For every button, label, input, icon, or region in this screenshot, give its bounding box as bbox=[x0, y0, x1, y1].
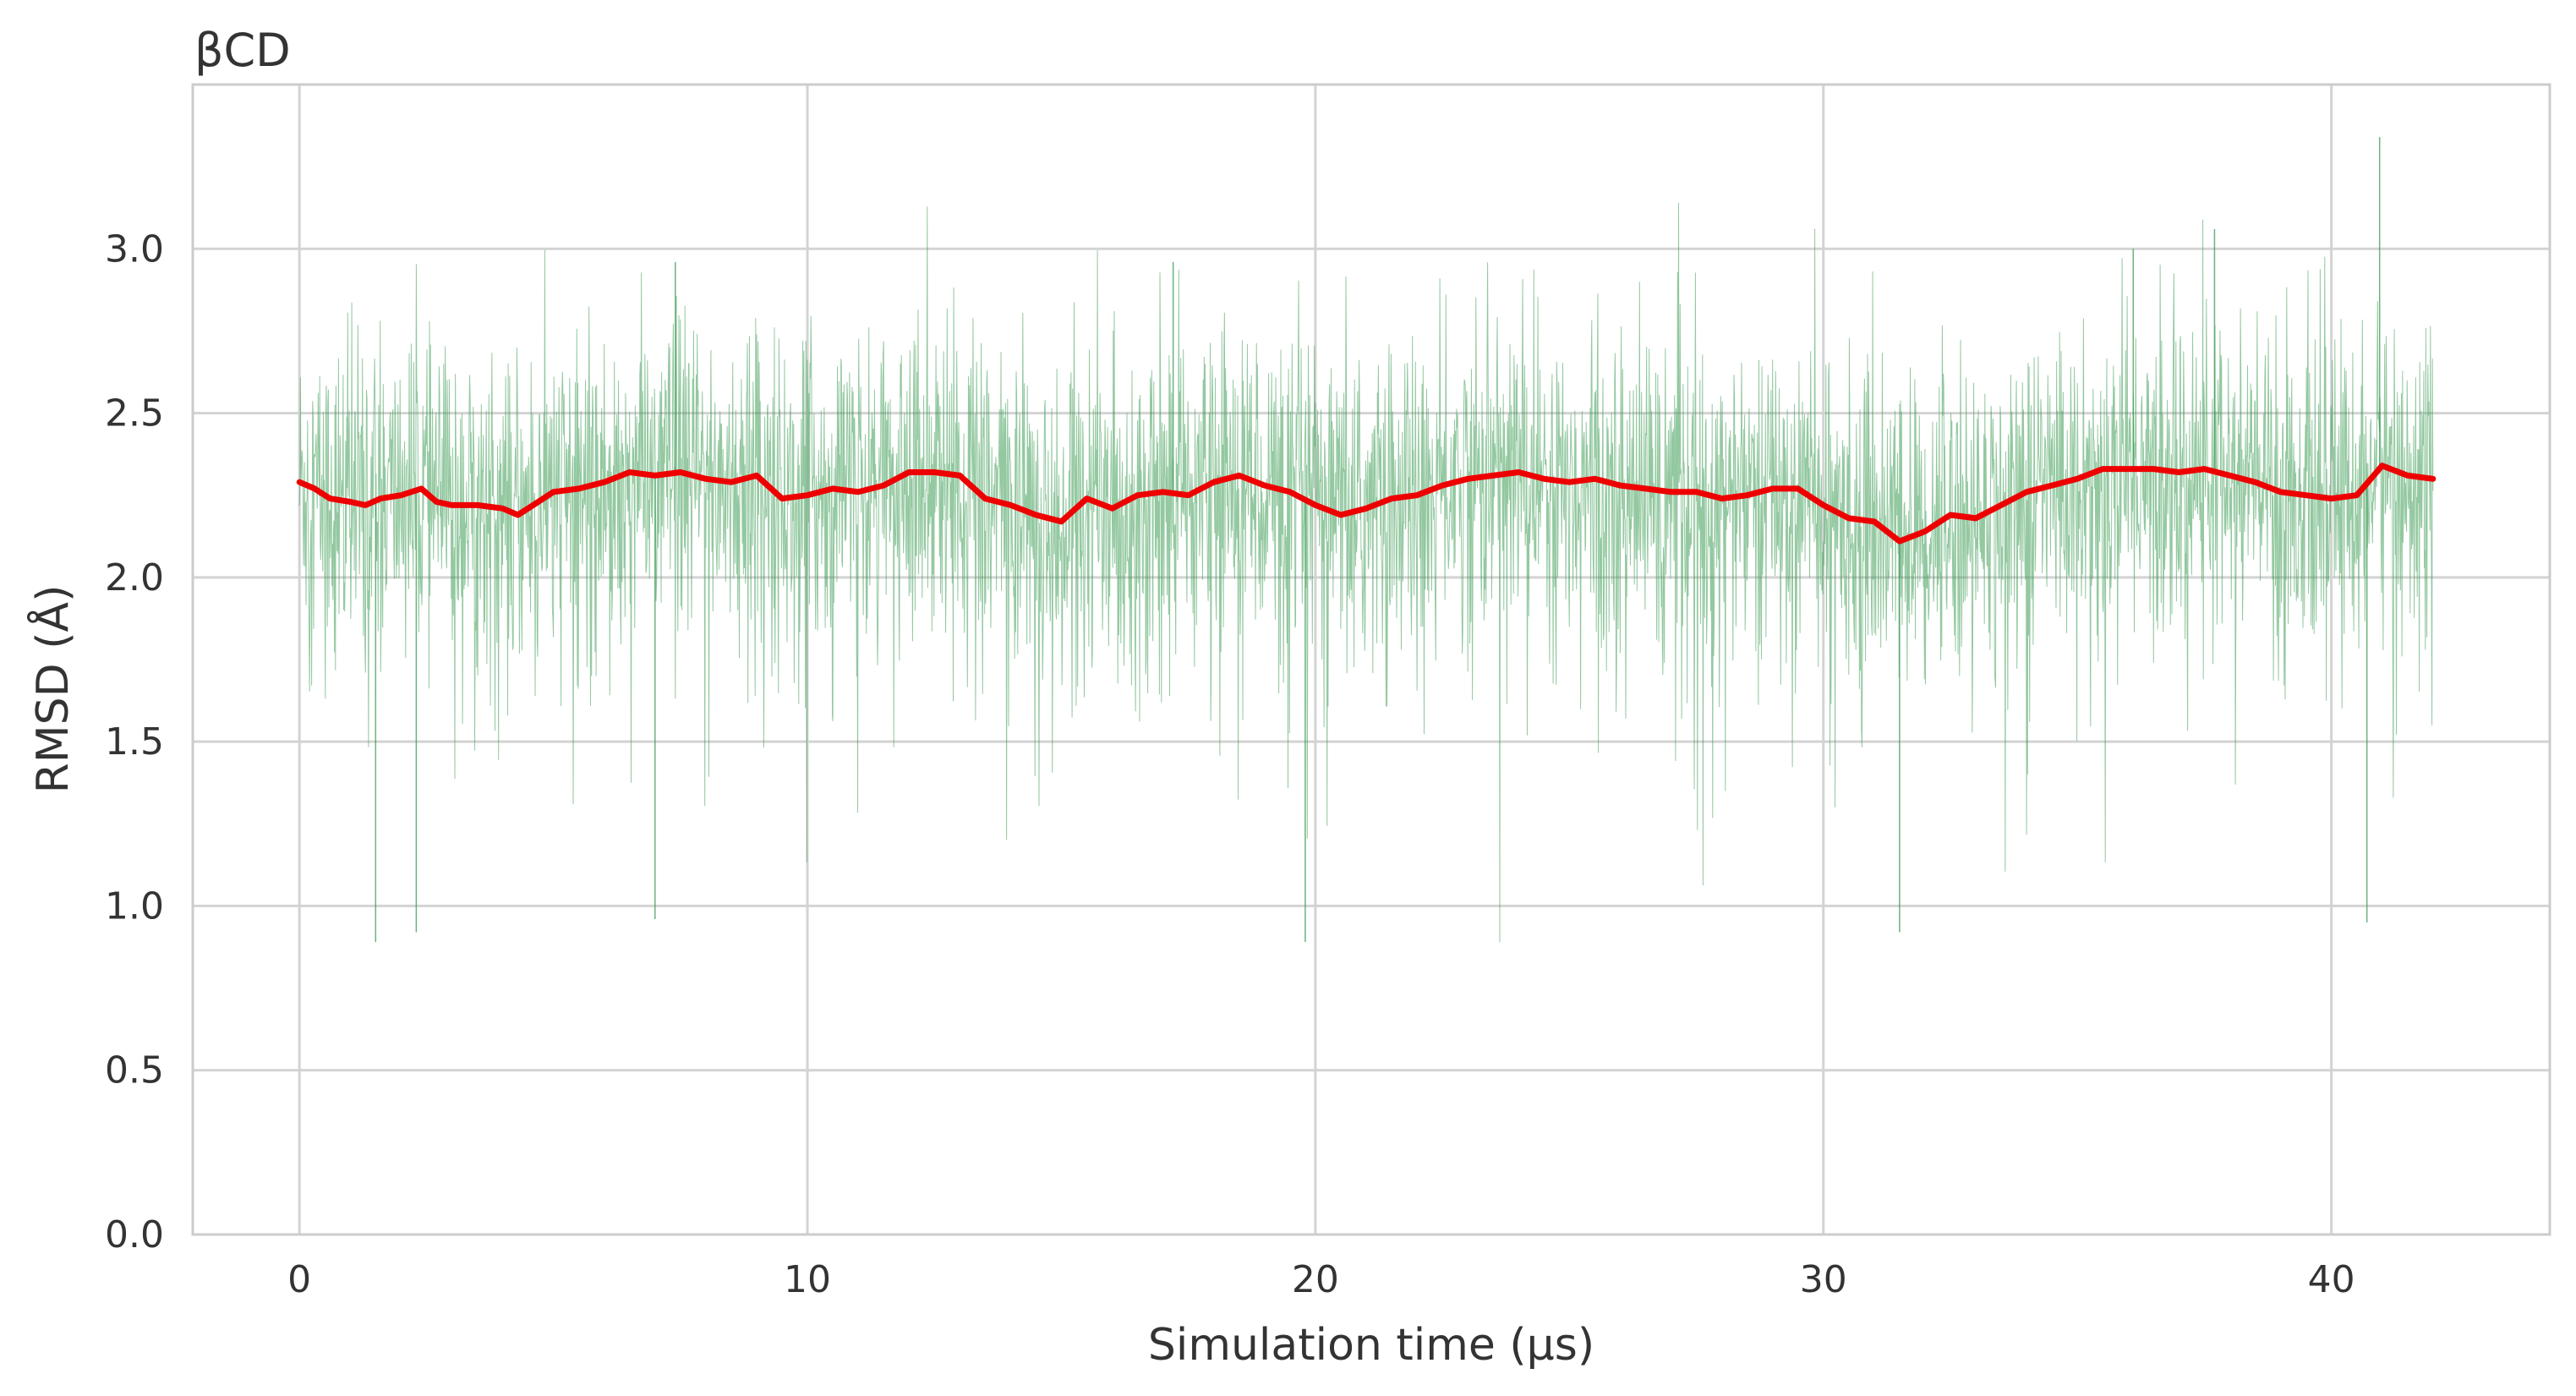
y-tick-label: 0.0 bbox=[105, 1213, 164, 1256]
x-tick-label: 20 bbox=[1292, 1258, 1339, 1301]
y-tick-label: 1.0 bbox=[105, 884, 164, 928]
plot-frame bbox=[191, 83, 2551, 1236]
y-axis-label: RMSD (Å) bbox=[26, 585, 79, 794]
y-tick-label: 3.0 bbox=[105, 227, 164, 271]
x-tick-label: 30 bbox=[1800, 1258, 1847, 1301]
x-tick-label: 40 bbox=[2308, 1258, 2355, 1301]
y-tick-label: 1.5 bbox=[105, 720, 164, 764]
x-tick-label: 10 bbox=[784, 1258, 831, 1301]
x-axis-label: Simulation time (μs) bbox=[1148, 1320, 1594, 1371]
rolling-mean-line bbox=[296, 463, 2437, 545]
x-tick-label: 0 bbox=[287, 1258, 311, 1301]
raw-rmsd-trace bbox=[298, 202, 2434, 943]
raw-rmsd-series bbox=[298, 137, 2434, 943]
y-tick-label: 2.0 bbox=[105, 556, 164, 599]
y-tick-label: 0.5 bbox=[105, 1049, 164, 1092]
x-tick-labels: 0 10 20 30 40 bbox=[287, 1258, 2354, 1301]
chart-title: βCD bbox=[194, 24, 291, 77]
y-tick-labels: 0.0 0.5 1.0 1.5 2.0 2.5 3.0 bbox=[105, 227, 164, 1256]
y-tick-label: 2.5 bbox=[105, 392, 164, 435]
